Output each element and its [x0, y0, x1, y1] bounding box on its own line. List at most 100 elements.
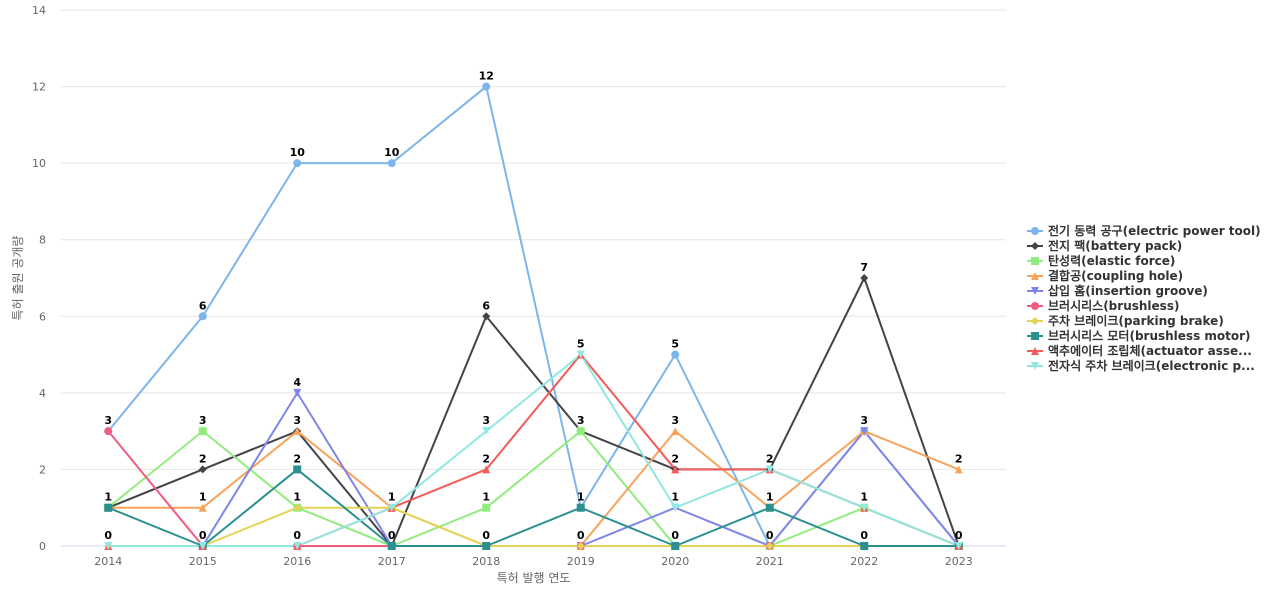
- data-label: 3: [860, 414, 868, 427]
- data-label: 7: [860, 261, 868, 274]
- data-point: [671, 465, 680, 474]
- data-label: 0: [955, 529, 963, 542]
- data-label: 6: [482, 299, 490, 312]
- data-point: [671, 427, 680, 436]
- legend-item[interactable]: 주차 브레이크(parking brake): [1027, 313, 1224, 328]
- y-tick-label: 2: [39, 463, 46, 476]
- legend-item[interactable]: 전지 팩(battery pack): [1027, 238, 1182, 253]
- legend-marker: [1031, 257, 1039, 265]
- legend-item[interactable]: 탄성력(elastic force): [1027, 253, 1175, 268]
- legend-item[interactable]: 브러시리스 모터(brushless motor): [1027, 328, 1251, 343]
- data-point: [765, 465, 774, 474]
- series-주차-브레이크: [108, 506, 959, 547]
- legend-item[interactable]: 브러시리스(brushless): [1027, 298, 1179, 313]
- data-label: 3: [293, 414, 301, 427]
- y-tick-label: 0: [39, 540, 46, 553]
- legend-marker: [1031, 272, 1039, 280]
- x-tick-label: 2023: [945, 555, 973, 568]
- data-label: 12: [479, 70, 494, 83]
- data-point: [104, 503, 113, 512]
- series-line: [107, 468, 959, 547]
- data-point: [387, 542, 396, 550]
- data-label: 0: [860, 529, 868, 542]
- series-브러시리스-모터: [107, 468, 959, 547]
- series-line: [107, 430, 959, 547]
- x-tick-label: 2022: [850, 555, 878, 568]
- y-axis-title: 특허 출원 공개량: [11, 236, 25, 321]
- data-point: [482, 465, 491, 474]
- legend-item[interactable]: 전자식 주차 브레이크(electronic p...: [1027, 358, 1255, 373]
- data-label: 0: [293, 529, 301, 542]
- data-point: [198, 312, 207, 321]
- data-label: 0: [577, 529, 585, 542]
- data-label: 0: [388, 529, 396, 542]
- series-액추에이터-조립체: [108, 353, 960, 547]
- data-label: 5: [577, 338, 585, 351]
- legend-marker: [1031, 362, 1039, 370]
- data-label: 2: [482, 452, 490, 465]
- data-label: 1: [482, 491, 490, 504]
- data-label: 0: [766, 529, 774, 542]
- data-point: [860, 274, 869, 282]
- data-point: [576, 350, 585, 359]
- series-line: [108, 353, 960, 547]
- x-tick-label: 2018: [472, 555, 500, 568]
- data-label: 6: [199, 299, 207, 312]
- x-tick-label: 2017: [378, 555, 406, 568]
- data-label: 10: [290, 146, 306, 159]
- legend-label: 삽입 홈(insertion groove): [1048, 283, 1208, 298]
- data-label: 1: [388, 491, 396, 504]
- legend-item[interactable]: 삽입 홈(insertion groove): [1027, 283, 1208, 298]
- legend-item[interactable]: 결합공(coupling hole): [1027, 268, 1183, 283]
- data-point: [293, 388, 302, 397]
- data-point: [671, 350, 680, 359]
- data-point: [293, 427, 302, 436]
- legend-marker: [1031, 287, 1039, 295]
- data-label-layer: 3106321010432101010126321053105321021073…: [104, 70, 963, 542]
- data-label: 3: [482, 414, 490, 427]
- legend-label: 전지 팩(battery pack): [1048, 238, 1182, 253]
- series-markers: [104, 350, 963, 550]
- legend-label: 결합공(coupling hole): [1048, 268, 1183, 283]
- legend-item[interactable]: 액추에이터 조립체(actuator asse...: [1027, 343, 1252, 358]
- x-tick-label: 2016: [283, 555, 311, 568]
- data-point: [387, 503, 396, 512]
- data-point: [860, 503, 869, 512]
- legend-label: 브러시리스(brushless): [1048, 298, 1179, 313]
- y-tick-label: 14: [32, 4, 46, 17]
- data-point: [671, 542, 680, 550]
- data-point: [293, 465, 302, 474]
- data-label: 3: [199, 414, 207, 427]
- legend-label: 전자식 주차 브레이크(electronic p...: [1048, 358, 1255, 373]
- series-layer: [104, 82, 963, 550]
- data-point: [482, 82, 491, 91]
- series-line: [107, 277, 960, 547]
- data-point: [198, 542, 207, 550]
- data-label: 2: [293, 452, 301, 465]
- data-label: 3: [577, 414, 585, 427]
- data-label: 2: [671, 452, 679, 465]
- data-point: [576, 503, 585, 512]
- data-label: 0: [671, 529, 679, 542]
- data-label: 1: [860, 491, 868, 504]
- y-tick-label: 4: [39, 387, 46, 400]
- legend-item[interactable]: 전기 동력 공구(electric power tool): [1027, 223, 1261, 238]
- data-label: 1: [577, 491, 585, 504]
- data-point: [765, 542, 774, 550]
- series-line: [107, 430, 960, 547]
- x-axis-title: 특허 발행 연도: [497, 570, 571, 585]
- x-tick-label: 2014: [94, 555, 122, 568]
- data-label: 1: [104, 491, 112, 504]
- series-브러시리스: [107, 430, 959, 547]
- data-point: [293, 542, 302, 550]
- data-label: 2: [955, 452, 963, 465]
- data-point: [104, 427, 113, 436]
- y-tick-label: 10: [32, 157, 46, 170]
- data-point: [954, 465, 963, 474]
- legend-marker: [1031, 332, 1039, 340]
- data-label: 0: [104, 529, 112, 542]
- series-전지-팩: [107, 277, 960, 547]
